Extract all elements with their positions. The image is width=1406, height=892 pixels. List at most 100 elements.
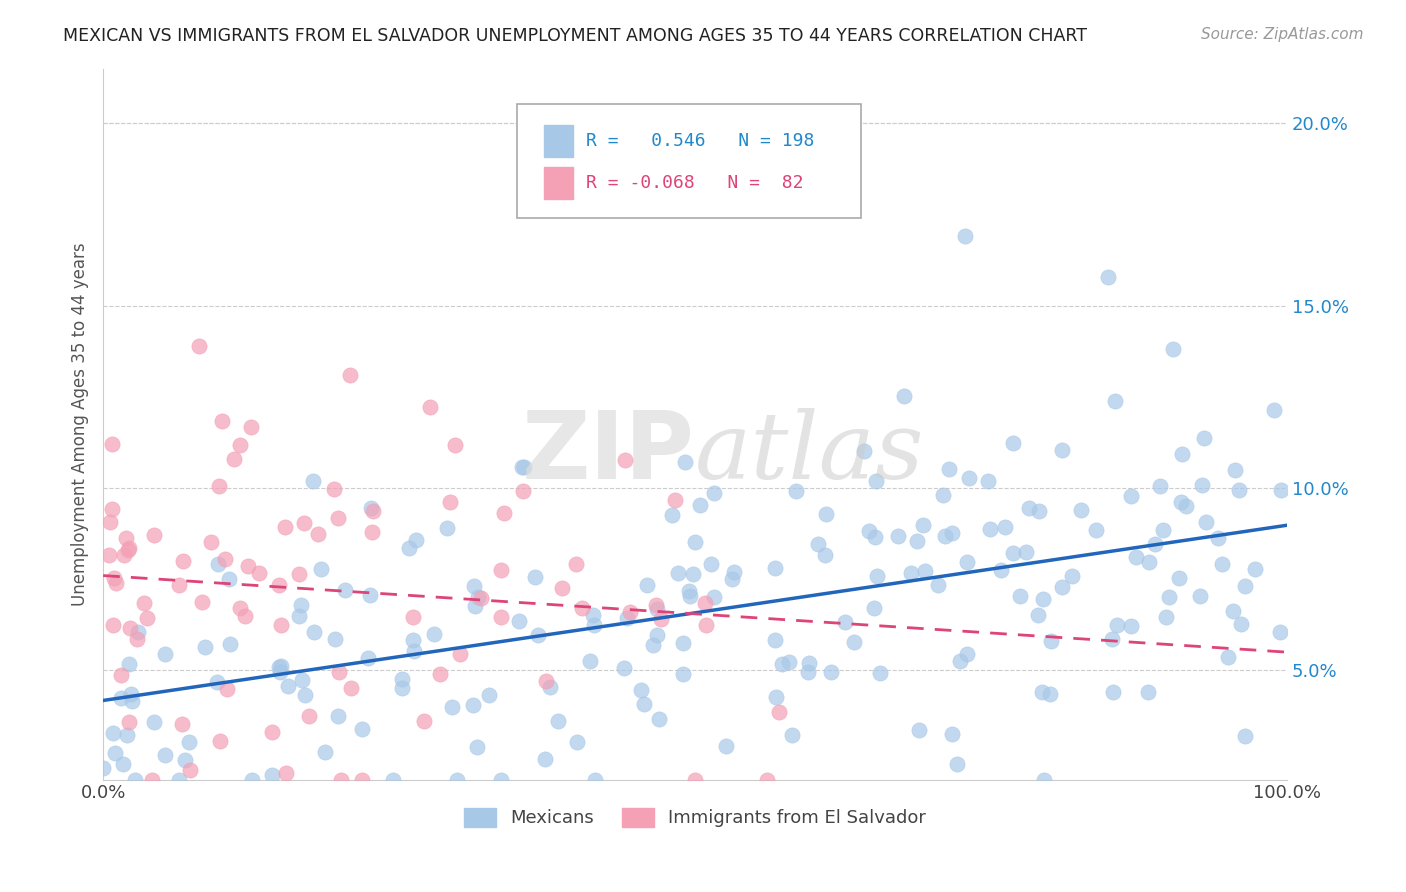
Point — [292, 516, 315, 530]
Point — [1223, 463, 1246, 477]
Point — [582, 618, 605, 632]
Point — [219, 637, 242, 651]
Point — [534, 673, 557, 688]
Point — [582, 607, 605, 622]
Point — [678, 584, 700, 599]
Point — [510, 459, 533, 474]
Point — [1002, 435, 1025, 450]
Point — [463, 698, 485, 712]
Point — [645, 602, 668, 616]
Point — [270, 617, 292, 632]
Point — [785, 483, 807, 498]
Point — [120, 621, 142, 635]
Point — [398, 541, 420, 555]
Point — [477, 689, 499, 703]
Point — [1156, 610, 1178, 624]
Point — [893, 389, 915, 403]
Point — [661, 508, 683, 522]
Point — [127, 632, 149, 646]
Point — [269, 665, 291, 679]
Point — [1230, 616, 1253, 631]
Point — [298, 708, 321, 723]
Point — [467, 590, 489, 604]
Point — [229, 437, 252, 451]
Point — [489, 563, 512, 577]
Point — [778, 656, 800, 670]
Point — [238, 559, 260, 574]
Point — [613, 661, 636, 675]
Point — [513, 460, 536, 475]
Point — [302, 624, 325, 639]
Text: Source: ZipAtlas.com: Source: ZipAtlas.com — [1201, 27, 1364, 42]
Point — [1143, 536, 1166, 550]
Point — [1085, 523, 1108, 537]
Point — [1222, 604, 1244, 618]
Point — [862, 600, 884, 615]
Text: ZIP: ZIP — [522, 407, 695, 499]
Point — [440, 699, 463, 714]
Point — [630, 682, 652, 697]
Bar — [544, 167, 574, 199]
Point — [1270, 483, 1292, 497]
Point — [695, 617, 717, 632]
Point — [228, 600, 250, 615]
Point — [127, 625, 149, 640]
Point — [672, 636, 695, 650]
Point — [118, 657, 141, 672]
Point — [957, 471, 980, 485]
Point — [269, 660, 291, 674]
Point — [449, 647, 471, 661]
Point — [672, 666, 695, 681]
Point — [413, 714, 436, 728]
Point — [932, 488, 955, 502]
Point — [567, 734, 589, 748]
Point — [121, 693, 143, 707]
Point — [770, 657, 793, 671]
Point — [489, 609, 512, 624]
Point — [693, 596, 716, 610]
Point — [547, 714, 569, 729]
Point — [153, 747, 176, 762]
Point — [142, 528, 165, 542]
Point — [1157, 591, 1180, 605]
Point — [1032, 772, 1054, 787]
Point — [436, 521, 458, 535]
Point — [218, 573, 240, 587]
Point — [247, 566, 270, 580]
Point — [402, 632, 425, 647]
Point — [194, 640, 217, 654]
Point — [402, 643, 425, 657]
Point — [291, 673, 314, 688]
Point — [650, 612, 672, 626]
Point — [104, 746, 127, 760]
Point — [207, 557, 229, 571]
Point — [208, 478, 231, 492]
Point — [1119, 619, 1142, 633]
Point — [277, 680, 299, 694]
Point — [685, 535, 707, 549]
Bar — [544, 125, 574, 157]
Point — [118, 714, 141, 729]
Point — [191, 595, 214, 609]
Point — [807, 537, 830, 551]
Point — [1152, 524, 1174, 538]
Point — [200, 535, 222, 549]
Point — [1206, 531, 1229, 545]
Point — [103, 571, 125, 585]
Point — [1028, 504, 1050, 518]
Point — [1015, 545, 1038, 559]
Point — [494, 507, 516, 521]
Point — [1244, 561, 1267, 575]
Point — [945, 756, 967, 771]
Point — [1107, 618, 1129, 632]
Point — [309, 561, 332, 575]
Point — [98, 548, 121, 562]
Point — [187, 339, 209, 353]
Point — [1191, 477, 1213, 491]
Point — [339, 681, 361, 696]
Point — [927, 578, 949, 592]
Point — [115, 532, 138, 546]
Point — [382, 772, 405, 787]
Point — [262, 767, 284, 781]
Point — [118, 541, 141, 555]
